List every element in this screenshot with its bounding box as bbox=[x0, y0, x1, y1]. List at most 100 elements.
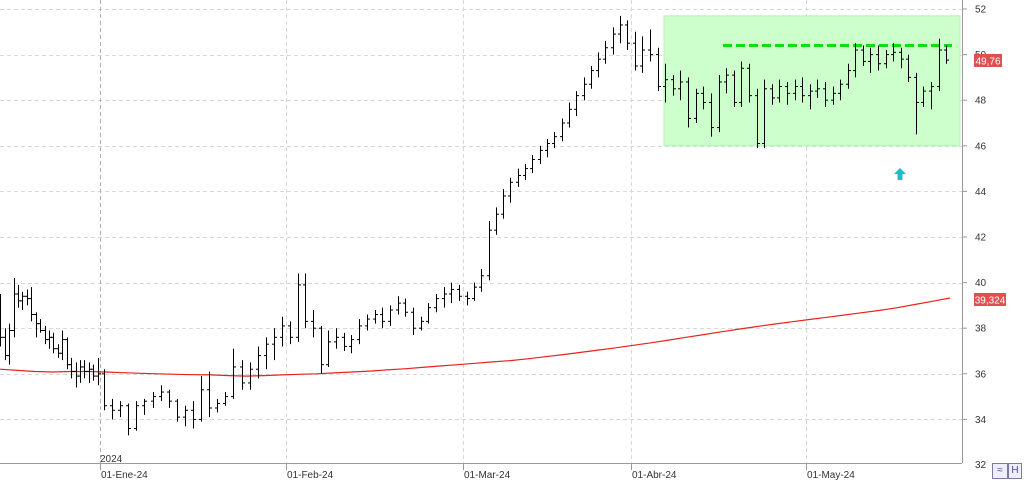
ohlc-bar bbox=[403, 298, 408, 317]
y-tick-label: 42 bbox=[975, 233, 987, 244]
ohlc-bar bbox=[694, 88, 699, 123]
ohlc-bar bbox=[296, 273, 301, 342]
ohlc-bar bbox=[596, 52, 601, 78]
x-tick-label: 01-Ene-24 bbox=[101, 470, 148, 481]
hold-toggle-button[interactable]: H bbox=[1008, 463, 1022, 479]
ohlc-bar bbox=[183, 405, 188, 427]
ohlc-bar bbox=[777, 79, 782, 103]
ohlc-bar bbox=[861, 45, 866, 66]
ohlc-bar bbox=[545, 138, 550, 158]
ohlc-bar bbox=[501, 189, 506, 219]
ohlc-bar bbox=[311, 309, 316, 338]
ohlc-bar bbox=[487, 221, 492, 281]
ohlc-bar bbox=[457, 284, 462, 301]
ohlc-bar bbox=[272, 328, 277, 361]
ohlc-bar bbox=[110, 398, 115, 420]
ma-tag: 39,324 bbox=[975, 296, 1006, 307]
ohlc-bar bbox=[365, 314, 370, 331]
y-tick-label: 38 bbox=[975, 324, 987, 335]
ohlc-bar bbox=[191, 401, 196, 429]
ohlc-bar bbox=[686, 77, 691, 128]
moving-average-line bbox=[0, 297, 951, 377]
ohlc-bar bbox=[633, 31, 638, 71]
ohlc-bar bbox=[494, 207, 499, 235]
ohlc-bar bbox=[51, 332, 56, 354]
ohlc-bar bbox=[853, 43, 858, 78]
ohlc-bar bbox=[288, 321, 293, 345]
ohlc-bar bbox=[69, 357, 74, 379]
ohlc-bar bbox=[175, 398, 180, 422]
ohlc-bar bbox=[373, 309, 378, 324]
y-tick-label: 36 bbox=[975, 369, 987, 380]
ohlc-bar bbox=[248, 362, 253, 390]
ohlc-bar bbox=[944, 45, 949, 64]
ohlc-bar bbox=[793, 79, 798, 101]
ohlc-bar bbox=[611, 27, 616, 55]
ohlc-bar bbox=[426, 303, 431, 324]
axes: 2024 bbox=[0, 0, 963, 465]
price-bars bbox=[0, 15, 949, 436]
ohlc-bar bbox=[560, 118, 565, 142]
ohlc-bar bbox=[906, 54, 911, 82]
ohlc-bar bbox=[256, 346, 261, 379]
ohlc-bar bbox=[167, 389, 172, 408]
ohlc-bar bbox=[240, 360, 245, 390]
ohlc-bar bbox=[603, 40, 608, 64]
ohlc-bar bbox=[388, 305, 393, 326]
ohlc-bar bbox=[142, 398, 147, 415]
ohlc-bar bbox=[701, 86, 706, 110]
ohlc-bar bbox=[656, 47, 661, 92]
ohlc-bar bbox=[823, 81, 828, 108]
ohlc-bar bbox=[589, 66, 594, 89]
ohlc-bar bbox=[648, 29, 653, 62]
ohlc-bar bbox=[808, 84, 813, 110]
x-tick-labels: 01-Ene-24 01-Feb-24 01-Mar-24 01-Abr-24 01-M… bbox=[100, 463, 855, 481]
ohlc-bar bbox=[625, 20, 630, 51]
ohlc-bar bbox=[709, 93, 714, 137]
x-tick-label: 01-Feb-24 bbox=[287, 470, 334, 481]
moving-average-layer bbox=[0, 297, 951, 377]
ohlc-bar bbox=[349, 335, 354, 354]
x-tick-label: 01-May-24 bbox=[807, 470, 855, 481]
ohlc-bar bbox=[929, 81, 934, 110]
ohlc-bar bbox=[770, 84, 775, 105]
ohlc-bar bbox=[303, 273, 308, 329]
scale-toggle-button[interactable]: ≈ bbox=[992, 463, 1008, 479]
ohlc-bar bbox=[868, 47, 873, 73]
ohlc-bar bbox=[342, 332, 347, 351]
ohlc-bar bbox=[126, 403, 131, 436]
ohlc-bar bbox=[724, 68, 729, 94]
ohlc-bar bbox=[334, 328, 339, 349]
ohlc-bar bbox=[442, 287, 447, 308]
ohlc-bar bbox=[530, 154, 535, 174]
ohlc-bar bbox=[0, 294, 3, 347]
ohlc-bar bbox=[223, 392, 228, 406]
ohlc-bar bbox=[574, 91, 579, 117]
ohlc-bar bbox=[118, 401, 123, 418]
ohlc-bar bbox=[732, 70, 737, 108]
ohlc-bar bbox=[38, 319, 43, 333]
ohlc-bar bbox=[396, 296, 401, 315]
ohlc-bar bbox=[831, 86, 836, 105]
ohlc-bar bbox=[671, 75, 676, 96]
ohlc-bar bbox=[567, 102, 572, 128]
zone-rect bbox=[663, 15, 961, 147]
ohlc-bar bbox=[102, 369, 107, 411]
ohlc-bar bbox=[785, 81, 790, 105]
ohlc-bar bbox=[678, 70, 683, 101]
ohlc-bar bbox=[876, 45, 881, 71]
ohlc-bar bbox=[838, 79, 843, 101]
y-tick-label: 48 bbox=[975, 96, 987, 107]
ohlc-bar bbox=[96, 357, 101, 386]
ohlc-bar bbox=[800, 77, 805, 103]
ohlc-bar bbox=[215, 398, 220, 413]
ohlc-bar bbox=[479, 268, 484, 292]
y-tick-label: 52 bbox=[975, 5, 987, 16]
ohlc-bar bbox=[91, 364, 96, 381]
ohlc-bar bbox=[159, 385, 164, 402]
ohlc-bar bbox=[921, 86, 926, 108]
ohlc-bar bbox=[7, 323, 12, 365]
ohlc-bar bbox=[582, 77, 587, 101]
